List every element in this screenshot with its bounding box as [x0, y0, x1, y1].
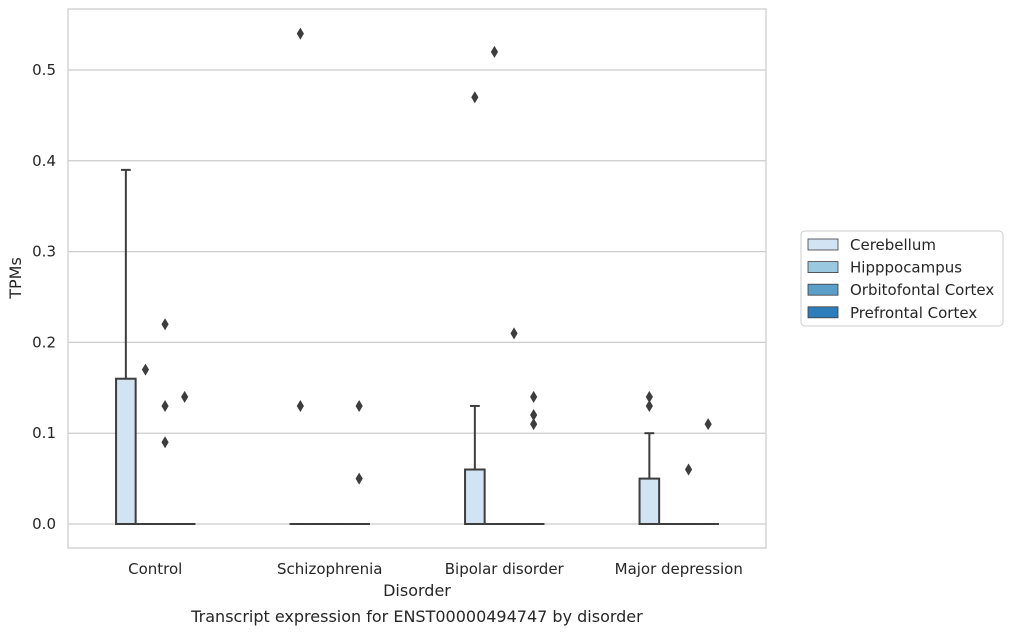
outlier-point: [355, 399, 363, 412]
y-tick-label: 0.5: [32, 61, 56, 79]
outlier-point: [645, 399, 653, 412]
legend-label: Prefrontal Cortex: [850, 304, 977, 322]
outlier-point: [530, 390, 538, 403]
box-group: [173, 390, 196, 526]
x-tick-label: Major depression: [615, 560, 743, 578]
legend-label: Hipppocampus: [850, 259, 962, 277]
outlier-point: [161, 399, 169, 412]
box-group: [522, 390, 545, 526]
x-axis-title: Disorder: [383, 581, 451, 600]
legend-frame: [800, 230, 1004, 327]
plot-area: [115, 27, 719, 526]
y-axis-title: TPMs: [6, 257, 25, 300]
outlier-point: [161, 318, 169, 331]
box-group: [638, 390, 661, 526]
legend-swatch: [807, 306, 839, 319]
y-tick-label: 0.4: [32, 152, 56, 170]
outlier-point: [684, 463, 693, 476]
outlier-point: [181, 390, 189, 403]
x-tick-label: Schizophrenia: [277, 560, 382, 578]
x-tick-label: Bipolar disorder: [445, 560, 565, 578]
box-group: [677, 463, 700, 526]
y-tick-label: 0.1: [32, 424, 56, 442]
outlier-point: [645, 390, 653, 403]
plot-frame: [67, 8, 767, 549]
outlier-point: [355, 472, 363, 485]
legend-swatch: [807, 261, 839, 274]
box: [638, 477, 661, 526]
legend: Cerebellum Hipppocampus Orbitofontal Corte…: [800, 230, 1004, 327]
outlier-point: [490, 45, 499, 58]
box-group: [115, 168, 137, 525]
x-tick-label: Control: [128, 560, 182, 578]
outlier-point: [510, 327, 518, 340]
box-group: [464, 91, 486, 525]
legend-label: Orbitofontal Cortex: [850, 281, 994, 299]
y-tick-label: 0.3: [32, 243, 56, 261]
y-tick-label: 0.2: [32, 333, 56, 351]
legend-swatch: [807, 283, 839, 296]
box: [115, 377, 137, 525]
outlier-point: [161, 436, 169, 449]
legend-swatch: [807, 238, 839, 251]
outlier-point: [296, 399, 304, 412]
box: [464, 468, 486, 525]
legend-items: Cerebellum Hipppocampus Orbitofontal Corte…: [807, 236, 994, 322]
outlier-point: [296, 27, 304, 40]
legend-label: Cerebellum: [850, 236, 936, 254]
box-group: [348, 399, 370, 526]
outlier-point: [530, 409, 538, 422]
outlier-point: [141, 363, 150, 376]
outlier-point: [530, 418, 538, 431]
outlier-point: [471, 91, 479, 104]
figure-caption: Transcript expression for ENST0000049474…: [190, 607, 643, 626]
x-axis-ticks: Control Schizophrenia Bipolar disorder Majo…: [128, 560, 743, 578]
y-tick-label: 0.0: [32, 515, 56, 533]
box-group: [697, 418, 719, 526]
y-axis-ticks: 0.0 0.1 0.2 0.3 0.4 0.5: [32, 61, 56, 533]
outlier-point: [704, 418, 712, 431]
